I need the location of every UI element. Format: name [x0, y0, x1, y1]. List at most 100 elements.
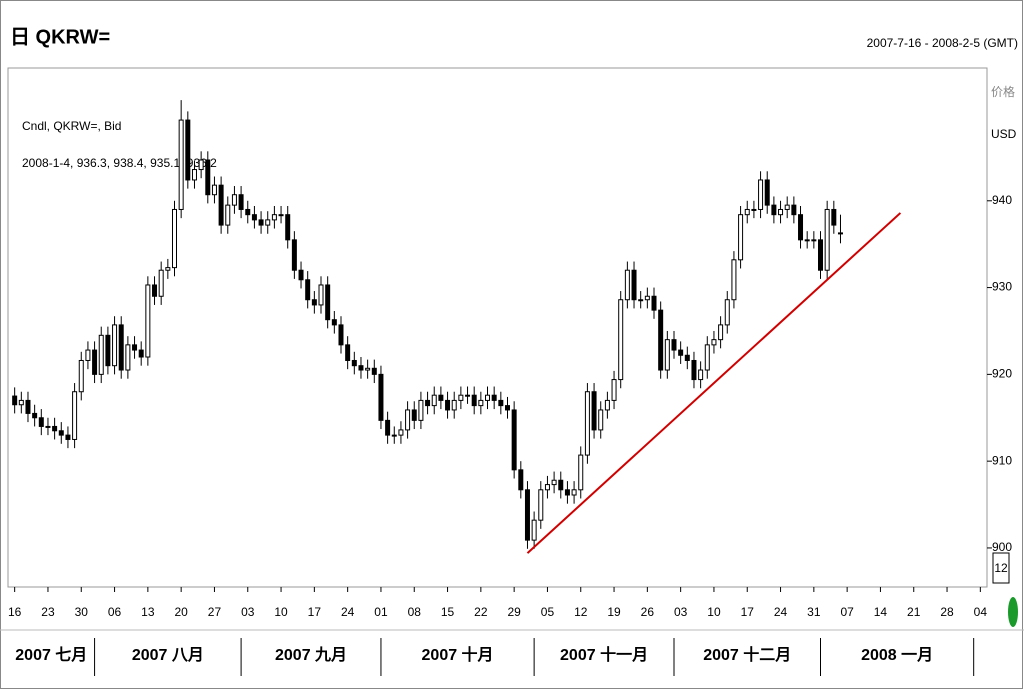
candle-body: [245, 208, 251, 216]
candle-body: [771, 204, 777, 216]
candle-body: [365, 367, 371, 371]
candle-body: [318, 284, 324, 306]
candle-body: [658, 309, 664, 371]
y-axis-unit: USD: [991, 127, 1017, 141]
candle-body: [678, 349, 684, 356]
candle-body: [578, 454, 584, 491]
x-tick-label: 29: [507, 605, 521, 619]
candle-body: [325, 284, 331, 321]
candle-body: [18, 399, 24, 406]
x-tick-label: 17: [308, 605, 322, 619]
candle-body: [285, 214, 291, 241]
candle-body: [485, 394, 491, 401]
x-tick-label: 22: [474, 605, 488, 619]
candle-body: [211, 184, 217, 196]
x-tick-label: 04: [974, 605, 988, 619]
candle-body: [305, 279, 311, 301]
candle-body: [411, 409, 417, 421]
x-tick-label: 21: [907, 605, 921, 619]
candle-body: [158, 269, 164, 297]
candle-body: [478, 399, 484, 407]
x-tick-label: 10: [707, 605, 721, 619]
candle-body: [571, 489, 577, 496]
candle-body: [425, 399, 431, 407]
month-label: 2007 十月: [422, 645, 494, 664]
x-tick-label: 06: [108, 605, 122, 619]
candle-body: [638, 299, 644, 302]
candle-body: [691, 359, 697, 381]
price-marker-box: [992, 552, 1010, 584]
candle-body: [231, 194, 237, 206]
candle-body: [58, 430, 64, 436]
month-label: 2007 十二月: [703, 645, 791, 664]
x-tick-label: 10: [274, 605, 288, 619]
candle-body: [278, 214, 284, 217]
x-tick-label: 31: [807, 605, 821, 619]
candle-body: [72, 391, 78, 440]
candle-body: [52, 425, 58, 432]
candle-body: [385, 419, 391, 436]
candle-body: [358, 365, 364, 371]
candle-body: [718, 324, 724, 341]
candle-body: [544, 484, 550, 491]
candle-body: [38, 417, 44, 427]
candle-body: [125, 344, 131, 371]
candle-body: [611, 379, 617, 401]
candle-body: [731, 259, 737, 301]
candle-body: [351, 359, 357, 367]
candle-body: [178, 119, 184, 210]
candle-body: [524, 489, 530, 541]
candle-body: [651, 295, 657, 311]
candle-body: [458, 394, 464, 401]
candle-body: [251, 214, 257, 221]
x-tick-label: 12: [574, 605, 588, 619]
candle-body: [345, 344, 351, 361]
candle-body: [531, 519, 537, 541]
candle-body: [698, 369, 704, 381]
candle-body: [271, 214, 277, 221]
candle-body: [465, 394, 471, 397]
candle-body: [418, 399, 424, 421]
month-label: 2007 八月: [132, 646, 204, 664]
y-axis-title: 价格: [991, 84, 1015, 99]
candle-body: [132, 344, 138, 351]
x-tick-label: 05: [541, 605, 555, 619]
x-tick-label: 01: [374, 605, 388, 619]
y-tick-label: 940: [992, 193, 1012, 207]
candle-body: [724, 299, 730, 326]
x-tick-label: 24: [341, 605, 355, 619]
candle-body: [764, 179, 770, 206]
candle-body: [431, 394, 437, 407]
x-tick-label: 20: [174, 605, 188, 619]
x-tick-label: 17: [741, 605, 755, 619]
candle-body: [331, 319, 337, 326]
candle-body: [45, 425, 51, 428]
candle-body: [65, 434, 71, 440]
candle-body: [198, 159, 204, 171]
x-tick-label: 15: [441, 605, 455, 619]
candle-body: [32, 412, 38, 419]
candle-body: [824, 208, 830, 271]
candle-body: [598, 409, 604, 431]
x-tick-label: 16: [8, 605, 22, 619]
candle-body: [518, 469, 524, 491]
x-tick-label: 26: [641, 605, 655, 619]
candle-body: [818, 239, 824, 271]
candle-body: [405, 409, 411, 431]
x-tick-label: 08: [408, 605, 422, 619]
x-tick-label: 19: [607, 605, 621, 619]
y-tick-label: 930: [992, 280, 1012, 294]
candle-body: [798, 214, 804, 241]
candle-body: [225, 204, 231, 226]
candle-body: [791, 204, 797, 216]
candle-body: [451, 399, 457, 411]
x-tick-label: 07: [840, 605, 854, 619]
candle-body: [85, 349, 91, 361]
candle-body: [152, 284, 158, 297]
month-label: 2008 一月: [861, 646, 933, 664]
candle-body: [298, 269, 304, 281]
candle-body: [831, 208, 837, 226]
x-tick-label: 03: [241, 605, 255, 619]
